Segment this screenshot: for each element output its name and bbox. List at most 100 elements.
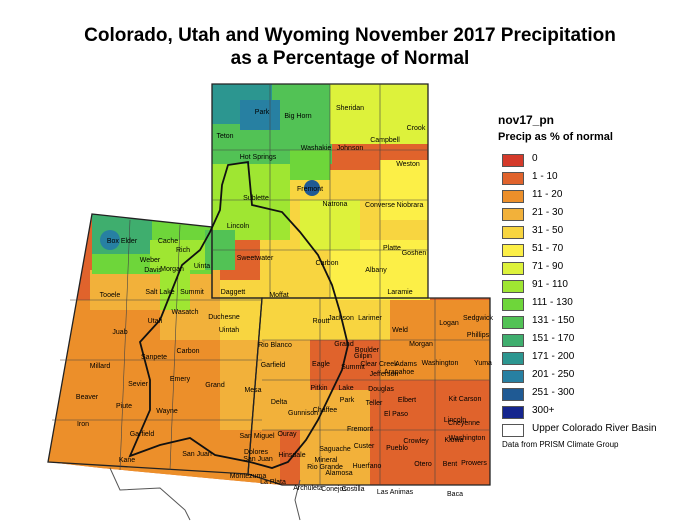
county-label: Converse bbox=[365, 202, 395, 209]
legend-swatch bbox=[502, 154, 524, 167]
legend-label: 131 - 150 bbox=[532, 315, 575, 326]
county-label: Wasatch bbox=[172, 309, 199, 316]
legend-label-basin: Upper Colorado River Basin bbox=[532, 423, 657, 434]
legend-swatch-basin bbox=[502, 424, 524, 437]
county-label: El Paso bbox=[384, 411, 408, 418]
legend-label: 111 - 130 bbox=[532, 297, 573, 308]
county-label: Mineral bbox=[315, 457, 338, 464]
county-label: Chaffee bbox=[313, 407, 337, 414]
county-label: Delta bbox=[271, 399, 287, 406]
county-label: Pueblo bbox=[386, 445, 408, 452]
county-label: Grand bbox=[334, 341, 354, 348]
county-label: Summit bbox=[341, 364, 365, 371]
legend-item: 251 - 300 bbox=[498, 385, 698, 403]
county-label: Hinsdale bbox=[278, 452, 305, 459]
legend-item: 201 - 250 bbox=[498, 367, 698, 385]
legend-label: 151 - 170 bbox=[532, 333, 575, 344]
county-label: Montezuma bbox=[230, 473, 267, 480]
county-label: Archuleta bbox=[293, 485, 323, 492]
county-label: San Juan bbox=[182, 451, 212, 458]
county-label: Baca bbox=[447, 491, 463, 498]
county-label: Jefferson bbox=[370, 371, 399, 378]
county-label: Big Horn bbox=[284, 113, 311, 120]
legend-item: 300+ bbox=[498, 403, 698, 421]
county-label: Kane bbox=[119, 457, 135, 464]
legend-label: 71 - 90 bbox=[532, 261, 564, 272]
county-lines bbox=[52, 84, 490, 485]
legend-swatch bbox=[502, 208, 524, 221]
legend-label: 1 - 10 bbox=[532, 171, 558, 182]
county-label: Laramie bbox=[387, 289, 412, 296]
county-label: Juab bbox=[112, 329, 127, 336]
county-label: Douglas bbox=[368, 386, 394, 393]
county-label: Teton bbox=[216, 133, 233, 140]
county-label: Weber bbox=[140, 257, 161, 264]
legend-item: 151 - 170 bbox=[498, 331, 698, 349]
county-label: Kit Carson bbox=[449, 396, 482, 403]
county-label: Cache bbox=[158, 238, 178, 245]
county-label: Uinta bbox=[194, 263, 210, 270]
county-label: Carbon bbox=[177, 348, 200, 355]
legend-swatch bbox=[502, 406, 524, 419]
legend-swatch bbox=[502, 262, 524, 275]
county-label: Daggett bbox=[221, 289, 246, 296]
county-label: Duchesne bbox=[208, 314, 240, 321]
legend-label: 91 - 110 bbox=[532, 279, 568, 290]
county-label: Grand bbox=[205, 382, 225, 389]
legend-swatch bbox=[502, 298, 524, 311]
county-label: Albany bbox=[365, 267, 387, 274]
county-label: Larimer bbox=[358, 315, 382, 322]
county-label: Lincoln bbox=[444, 417, 466, 424]
county-label: Niobrara bbox=[397, 202, 424, 209]
basin-extension-lines bbox=[109, 467, 301, 521]
county-label: Lake bbox=[338, 385, 353, 392]
county-label: Crook bbox=[407, 125, 426, 132]
legend-swatch bbox=[502, 244, 524, 257]
county-label: Natrona bbox=[323, 201, 348, 208]
legend-label: 51 - 70 bbox=[532, 243, 564, 254]
data-credit: Data from PRISM Climate Group bbox=[502, 440, 619, 449]
county-label: Iron bbox=[77, 421, 89, 428]
county-label: Park bbox=[340, 397, 355, 404]
county-label: Alamosa bbox=[325, 470, 352, 477]
county-labels: Park Big Horn Sheridan Crook Teton Washakie Jo… bbox=[76, 105, 494, 498]
county-label: Gilpin bbox=[354, 353, 372, 360]
state-outline-colorado bbox=[247, 297, 491, 486]
county-label: Emery bbox=[170, 376, 191, 383]
legend-items: 0 1 - 10 11 - 20 21 - 30 31 - 50 51 - 70 71 - … bbox=[498, 151, 698, 439]
legend-swatch bbox=[502, 226, 524, 239]
county-label: Sheridan bbox=[336, 105, 364, 112]
county-label: San Miguel bbox=[239, 433, 274, 440]
legend-swatch bbox=[502, 370, 524, 383]
county-label: Boulder bbox=[355, 347, 380, 354]
county-label: Kiowa bbox=[444, 437, 463, 444]
county-label: Washington bbox=[422, 360, 459, 367]
county-label: La Plata bbox=[260, 479, 286, 486]
legend-item: 1 - 10 bbox=[498, 169, 698, 187]
legend-label: 21 - 30 bbox=[532, 207, 564, 218]
county-label: Mesa bbox=[244, 387, 261, 394]
legend-swatch bbox=[502, 280, 524, 293]
county-label: Ouray bbox=[277, 431, 297, 438]
county-label: Teller bbox=[366, 400, 383, 407]
county-label: Moffat bbox=[269, 292, 288, 299]
county-label: Carbon bbox=[316, 260, 339, 267]
county-label: Yuma bbox=[474, 360, 492, 367]
county-label: Washington bbox=[449, 435, 486, 442]
county-label: Routt bbox=[313, 318, 330, 325]
county-label: Fremont bbox=[347, 426, 373, 433]
legend-swatch bbox=[502, 190, 524, 203]
county-label: San Juan bbox=[243, 456, 273, 463]
county-label: Las Animas bbox=[377, 489, 414, 496]
legend-label: 0 bbox=[532, 153, 538, 164]
county-label: Rich bbox=[176, 247, 190, 254]
upper-colorado-basin-outline bbox=[128, 160, 349, 469]
county-label: Conejos bbox=[321, 486, 347, 493]
county-label: Prowers bbox=[461, 460, 487, 467]
county-label: Custer bbox=[354, 443, 375, 450]
legend-swatch bbox=[502, 334, 524, 347]
county-label: Hot Springs bbox=[240, 154, 277, 161]
map-title-line2: as a Percentage of Normal bbox=[230, 48, 470, 69]
legend-label: 31 - 50 bbox=[532, 225, 564, 236]
